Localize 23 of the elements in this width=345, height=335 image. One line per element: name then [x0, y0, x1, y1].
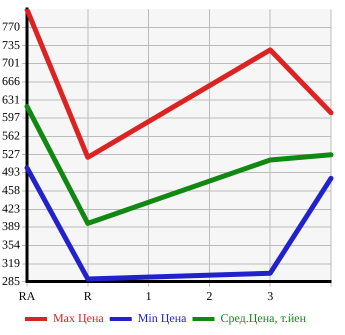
x-tick-label: 2 [206, 288, 212, 303]
y-tick-label: 493 [2, 164, 20, 179]
legend-label: Min Цена [138, 311, 188, 326]
y-tick-label: 770 [2, 19, 20, 34]
x-tick-label: R [84, 288, 92, 303]
y-tick-label: 666 [2, 74, 20, 88]
y-tick-label: 389 [2, 219, 20, 234]
x-tick-label: 1 [146, 288, 152, 303]
y-tick-label: 597 [2, 110, 20, 124]
y-tick-label: 319 [2, 256, 20, 270]
y-tick-label: 527 [2, 146, 20, 161]
y-tick-label: 423 [2, 201, 20, 216]
x-tick-label: RA [18, 288, 36, 303]
y-tick-label: 631 [2, 92, 20, 106]
legend-label: Сред.Цена, т.йен [220, 311, 307, 326]
y-tick-label: 562 [2, 128, 20, 143]
x-tick-label: 3 [267, 288, 274, 303]
y-tick-label: 354 [2, 238, 20, 252]
y-tick-label: 735 [2, 38, 20, 52]
legend-label: Max Цена [52, 311, 104, 326]
y-tick-label: 701 [2, 56, 20, 70]
y-tick-label: 285 [2, 274, 20, 288]
y-tick-label: 458 [2, 183, 20, 198]
